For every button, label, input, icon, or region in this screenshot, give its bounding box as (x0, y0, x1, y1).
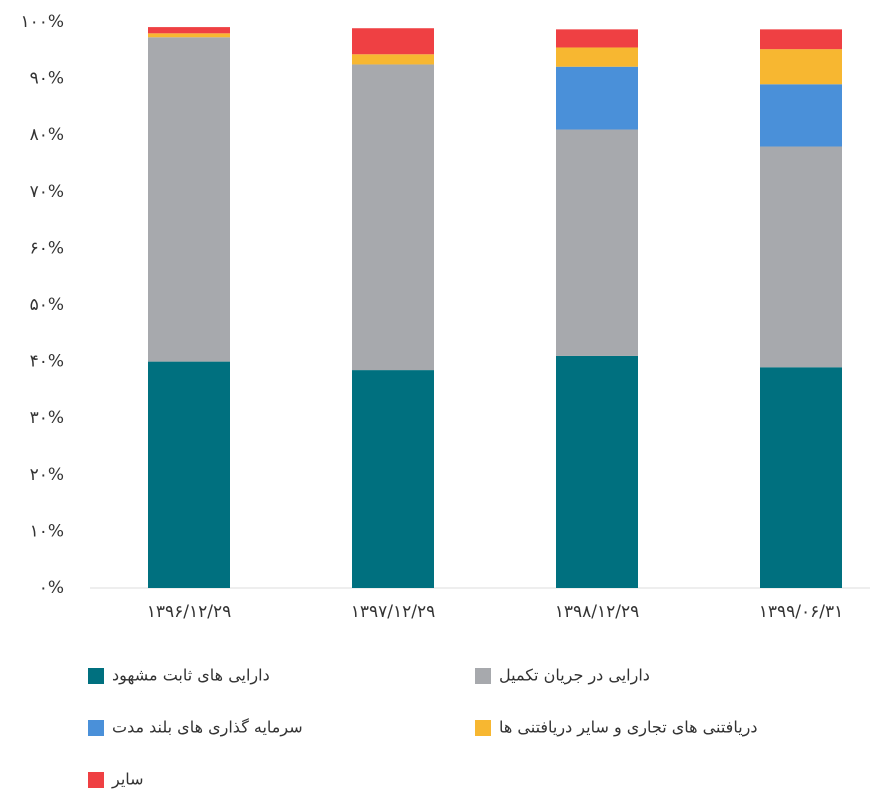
bar-segment (352, 28, 434, 55)
bar-segment (352, 54, 434, 65)
legend-swatch (88, 772, 104, 788)
legend-label: سایر (111, 770, 144, 790)
y-tick-label: ۷۰% (30, 182, 64, 202)
bar-segment (556, 29, 638, 48)
bar-segment (352, 64, 434, 371)
x-tick-label: ۱۳۹۶/۱۲/۲۹ (147, 602, 232, 622)
y-tick-label: ۹۰% (30, 69, 64, 89)
bar-segment (760, 84, 842, 147)
legend-label: دارایی در جریان تکمیل (499, 666, 650, 686)
bar-segment (148, 37, 230, 362)
bar-segment (760, 29, 842, 50)
legend-label: سرمایه گذاری های بلند مدت (112, 718, 303, 738)
y-tick-label: ۵۰% (30, 295, 64, 315)
y-tick-label: ۶۰% (30, 238, 64, 258)
bar-segment (352, 370, 434, 588)
y-tick-label: ۱۰۰% (20, 12, 64, 32)
x-tick-label: ۱۳۹۹/۰۶/۳۱ (759, 602, 844, 622)
legend-swatch (88, 668, 104, 684)
bar-segment (148, 33, 230, 38)
bar-segment (760, 49, 842, 85)
y-tick-label: ۲۰% (30, 465, 64, 485)
legend-swatch (475, 720, 491, 736)
legend-label: دارایی های ثابت مشهود (112, 666, 270, 686)
y-tick-label: ۱۰% (30, 521, 64, 541)
y-tick-label: ۳۰% (30, 408, 64, 428)
bar-segment (556, 47, 638, 67)
legend-label: دریافتنی های تجاری و سایر دریافتنی ها (499, 718, 758, 738)
bar-segment (556, 66, 638, 130)
legend-swatch (88, 720, 104, 736)
bar-segment (148, 361, 230, 588)
x-tick-label: ۱۳۹۸/۱۲/۲۹ (555, 602, 640, 622)
bar-segment (760, 146, 842, 368)
legend-swatch (475, 668, 491, 684)
y-tick-label: ۸۰% (30, 125, 64, 145)
bar-segment (556, 129, 638, 356)
x-tick-label: ۱۳۹۷/۱۲/۲۹ (351, 602, 436, 622)
y-tick-label: ۴۰% (30, 352, 64, 372)
bar-segment (760, 367, 842, 588)
y-tick-label: ۰% (39, 578, 64, 598)
bar-segment (556, 355, 638, 588)
bar-segment (148, 27, 230, 34)
